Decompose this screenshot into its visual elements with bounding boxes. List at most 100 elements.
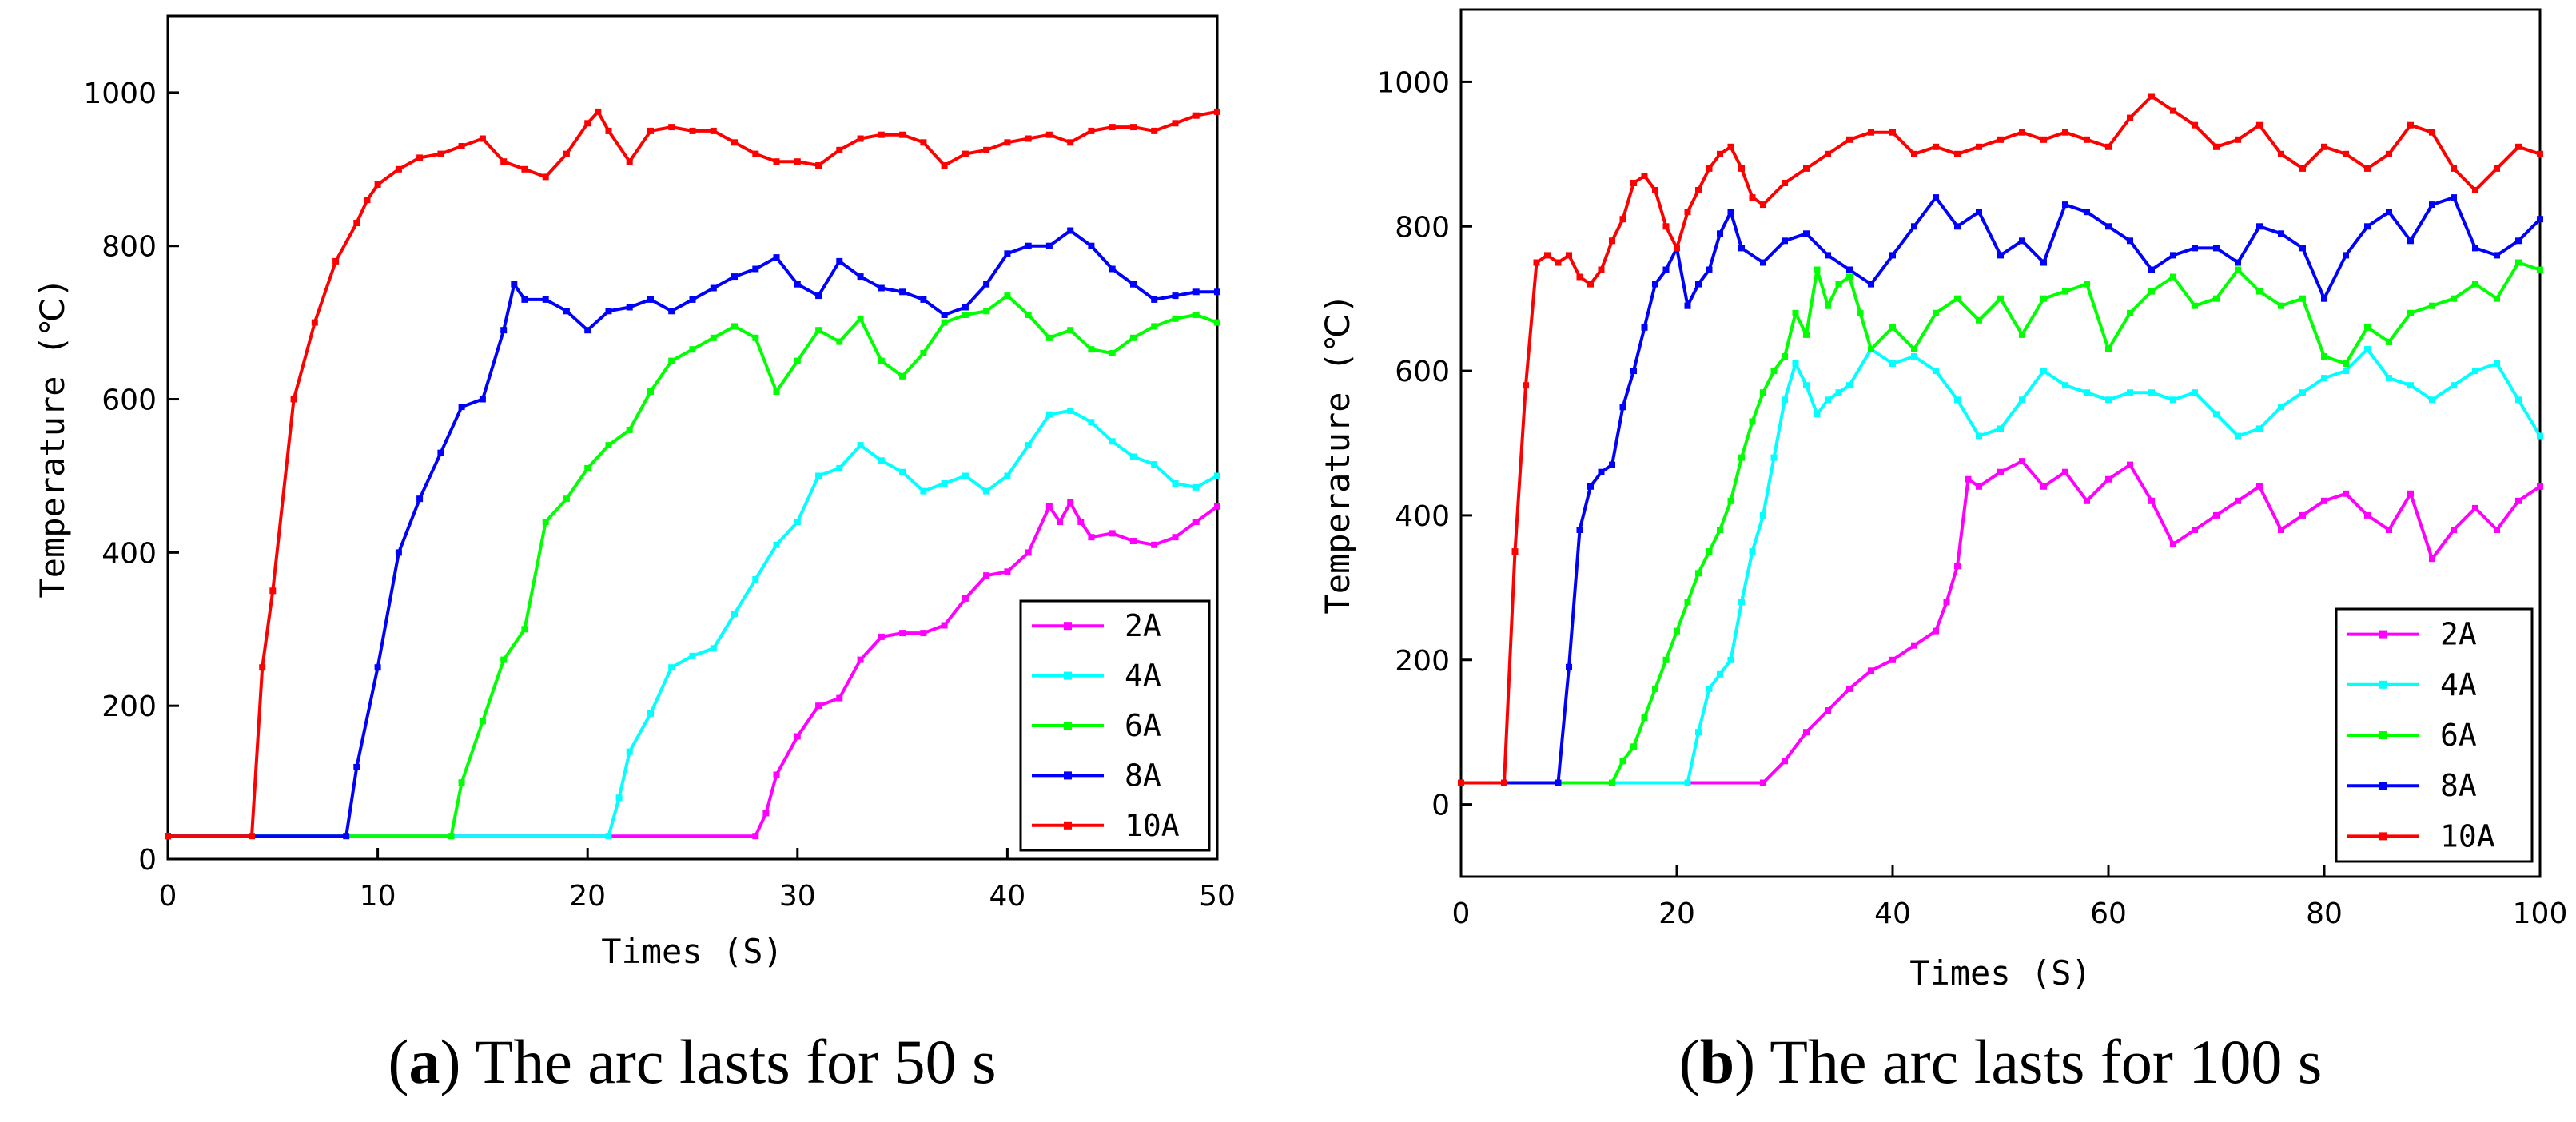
data-point-4A <box>1889 360 1896 367</box>
data-point-10A <box>2127 114 2133 121</box>
data-point-4A <box>689 652 696 659</box>
data-point-10A <box>563 150 570 157</box>
y-tick-label: 400 <box>1395 500 1450 533</box>
data-point-6A <box>1760 389 1766 396</box>
data-point-4A <box>1004 472 1011 479</box>
data-point-6A <box>1214 319 1220 326</box>
data-point-6A <box>2148 288 2155 295</box>
x-tick-label: 40 <box>989 880 1025 913</box>
data-point-4A <box>2429 396 2435 404</box>
data-point-6A <box>1770 368 1778 375</box>
data-point-2A <box>1846 685 1853 692</box>
data-point-2A <box>1192 519 1200 525</box>
data-point-6A <box>1803 331 1810 338</box>
x-tick-label: 0 <box>159 880 177 913</box>
data-point-6A <box>1630 743 1637 750</box>
data-point-10A <box>1109 124 1116 131</box>
data-point-2A <box>1976 483 1982 490</box>
data-point-4A <box>1045 411 1053 418</box>
data-point-6A <box>920 350 927 356</box>
data-point-8A <box>1706 266 1713 273</box>
data-point-4A <box>836 464 843 471</box>
data-point-8A <box>1587 483 1594 490</box>
data-point-8A <box>2084 209 2090 216</box>
data-point-6A <box>2105 346 2112 352</box>
data-point-6A <box>2299 295 2306 302</box>
data-point-4A <box>2213 411 2220 418</box>
data-point-2A <box>2343 490 2349 497</box>
data-point-10A <box>668 124 675 131</box>
data-point-10A <box>2451 165 2457 172</box>
data-point-4A <box>794 519 801 525</box>
data-point-2A <box>1004 568 1011 575</box>
data-point-2A <box>2472 504 2478 511</box>
data-point-2A <box>878 633 885 640</box>
x-axis-label: Times (S) <box>601 932 783 971</box>
data-point-10A <box>1192 112 1200 119</box>
data-point-6A <box>1782 353 1788 360</box>
data-point-6A <box>1004 292 1011 300</box>
data-point-8A <box>500 327 508 334</box>
data-point-8A <box>479 396 486 403</box>
data-point-2A <box>2105 475 2112 483</box>
data-point-4A <box>1706 685 1713 692</box>
data-point-10A <box>2235 136 2241 143</box>
y-tick-label: 200 <box>102 690 157 723</box>
data-point-2A <box>941 622 948 629</box>
data-point-8A <box>899 288 906 296</box>
y-tick-label: 400 <box>102 537 157 570</box>
data-point-2A <box>1077 519 1085 525</box>
data-point-8A <box>815 292 822 300</box>
data-point-2A <box>1997 468 2004 475</box>
data-point-2A <box>962 595 969 602</box>
data-point-2A <box>2084 497 2090 504</box>
data-point-2A <box>1825 707 1831 714</box>
data-point-8A <box>1727 209 1734 216</box>
data-point-10A <box>2537 150 2543 157</box>
y-tick-label: 1000 <box>83 78 157 110</box>
data-point-8A <box>689 296 696 303</box>
data-point-8A <box>2235 259 2241 266</box>
data-point-2A <box>1151 541 1158 548</box>
data-point-4A <box>2192 389 2198 396</box>
data-point-4A <box>710 645 717 652</box>
data-point-6A <box>1857 309 1864 316</box>
data-point-10A <box>1555 259 1562 266</box>
data-point-6A <box>2386 338 2392 345</box>
data-point-2A <box>1109 530 1116 537</box>
data-point-6A <box>2515 259 2522 266</box>
data-point-6A <box>2235 266 2241 273</box>
data-point-4A <box>2537 432 2543 440</box>
data-point-10A <box>2515 143 2522 150</box>
legend-marker-10A <box>2379 832 2387 841</box>
data-point-6A <box>2537 266 2543 273</box>
legend-label-10A: 10A <box>2440 818 2495 853</box>
data-point-4A <box>1695 729 1702 736</box>
series-line-4A <box>168 408 1218 838</box>
data-point-2A <box>2515 497 2522 504</box>
legend-label-6A: 6A <box>2440 718 2477 753</box>
data-point-4A <box>2321 375 2327 382</box>
data-point-2A <box>1172 534 1179 541</box>
data-point-2A <box>857 656 864 663</box>
data-point-6A <box>1814 266 1821 273</box>
data-point-8A <box>962 304 969 311</box>
data-point-8A <box>2429 201 2435 209</box>
data-point-6A <box>1911 346 1917 352</box>
x-tick-label: 80 <box>2306 897 2343 930</box>
data-point-10A <box>1130 124 1137 131</box>
data-point-10A <box>2105 143 2112 150</box>
data-point-10A <box>836 146 843 153</box>
data-point-8A <box>2386 209 2392 216</box>
data-point-8A <box>2299 245 2306 252</box>
data-point-6A <box>983 308 990 315</box>
data-point-6A <box>794 357 801 364</box>
x-tick-label: 50 <box>1199 880 1236 913</box>
data-point-4A <box>1214 472 1220 479</box>
data-point-8A <box>1088 242 1095 249</box>
data-point-8A <box>2213 245 2220 252</box>
data-point-6A <box>1997 295 2004 302</box>
data-point-4A <box>1760 511 1766 519</box>
data-point-6A <box>521 626 528 633</box>
